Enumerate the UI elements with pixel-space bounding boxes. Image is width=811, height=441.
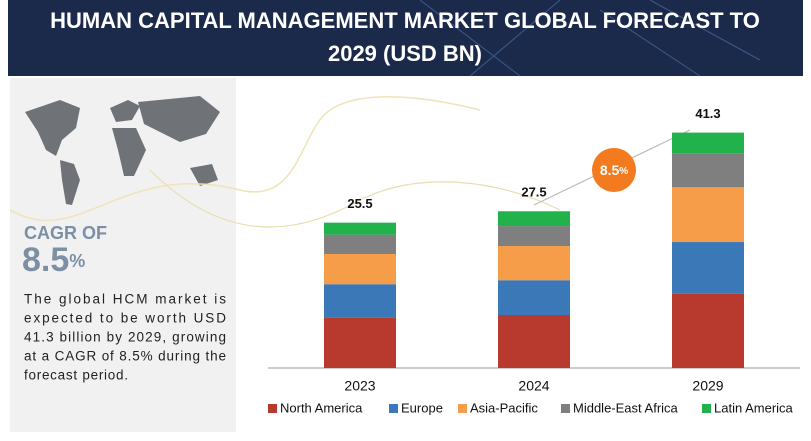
legend-swatch: [561, 404, 570, 413]
total-label: 41.3: [695, 106, 720, 121]
description-line: expected to be worth USD: [24, 311, 226, 326]
bar-segment: [672, 132, 744, 154]
description-line: The global HCM market is: [24, 292, 226, 307]
cagr-badge-text: 8.5%: [600, 162, 628, 178]
bar-segment: [498, 226, 570, 247]
bar-segment: [672, 242, 744, 294]
bar-segment: [324, 222, 396, 235]
description-line: forecast period.: [24, 368, 128, 383]
x-tick-label: 2029: [692, 378, 723, 394]
cagr-unit: %: [69, 251, 85, 271]
bar-segment: [498, 280, 570, 315]
decorative-curve: [149, 169, 561, 228]
bar-segment: [324, 234, 396, 254]
bar-segment: [324, 284, 396, 318]
bar-segment: [498, 246, 570, 281]
description: The global HCM market is expected to be w…: [24, 292, 226, 383]
legend-label: Middle-East Africa: [573, 400, 679, 415]
bar-segment: [672, 293, 744, 368]
cagr-badge: [592, 148, 636, 192]
title-line: HUMAN CAPITAL MANAGEMENT MARKET GLOBAL F…: [50, 8, 760, 33]
chart: 25.5 2023 27.5 2024 41.3 2029 North America Eur…: [268, 106, 794, 415]
total-label: 27.5: [521, 185, 546, 200]
legend-swatch: [702, 404, 711, 413]
header-band: [8, 0, 803, 76]
decorative-curve: [9, 96, 481, 222]
x-tick-label: 2024: [518, 378, 549, 394]
cagr-label: CAGR OF: [24, 223, 107, 243]
cagr-number: 8.5: [600, 162, 620, 178]
cagr-value: 8.5%: [22, 241, 85, 279]
cagr-unit: %: [619, 166, 628, 177]
title-line: 2029 (USD BN): [328, 41, 482, 66]
total-label: 25.5: [347, 196, 372, 211]
legend-swatch: [389, 404, 398, 413]
bar-segment: [672, 187, 744, 243]
x-tick-label: 2023: [344, 378, 375, 394]
bar-segment: [324, 254, 396, 285]
world-map: [25, 96, 220, 205]
description-line: 41.3 billion by 2029, growing: [24, 330, 226, 345]
legend-label: Asia-Pacific: [470, 400, 538, 415]
header-decoration: [419, 0, 761, 77]
cagr-number: 8.5: [22, 241, 69, 279]
legend-label: Europe: [401, 400, 443, 415]
legend-label: North America: [280, 400, 363, 415]
bar-segment: [324, 317, 396, 368]
bar-segment: [672, 153, 744, 188]
legend-label: Latin America: [714, 400, 794, 415]
bar-segment: [498, 314, 570, 368]
bar-segment: [498, 211, 570, 227]
legend-swatch: [458, 404, 467, 413]
legend-swatch: [268, 404, 277, 413]
description-line: at a CAGR of 8.5% during the: [24, 349, 226, 364]
